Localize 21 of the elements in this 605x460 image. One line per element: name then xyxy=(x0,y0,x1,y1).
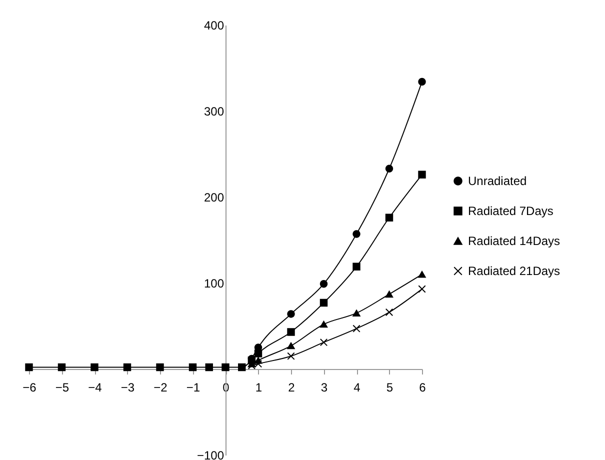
x-tick-label: 5 xyxy=(386,380,394,394)
x-tick-label: 2 xyxy=(288,380,296,394)
x-tick-label: −4 xyxy=(88,380,102,394)
x-tick-label: −6 xyxy=(22,380,37,394)
x-tick-label: −3 xyxy=(120,380,135,394)
x-tick-label: −5 xyxy=(55,380,70,394)
y-tick-label: −100 xyxy=(196,448,224,460)
x-tick-label: 1 xyxy=(255,380,262,394)
y-tick-label: 100 xyxy=(204,276,224,290)
y-tick-label: 400 xyxy=(204,18,224,32)
x-tick-label: 3 xyxy=(320,380,328,394)
x-tick-label: −1 xyxy=(186,380,200,394)
legend-label: Radiated 14Days xyxy=(468,234,560,248)
x-tick-label: 6 xyxy=(419,380,426,394)
legend-label: Radiated 21Days xyxy=(468,264,560,278)
x-tick-label: 4 xyxy=(354,380,361,394)
y-tick-label: 200 xyxy=(204,190,224,204)
legend-label: Radiated 7Days xyxy=(468,204,554,218)
legend-label: Unradiated xyxy=(468,174,527,188)
y-tick-label: 300 xyxy=(204,104,224,118)
x-tick-label: −2 xyxy=(154,380,168,394)
